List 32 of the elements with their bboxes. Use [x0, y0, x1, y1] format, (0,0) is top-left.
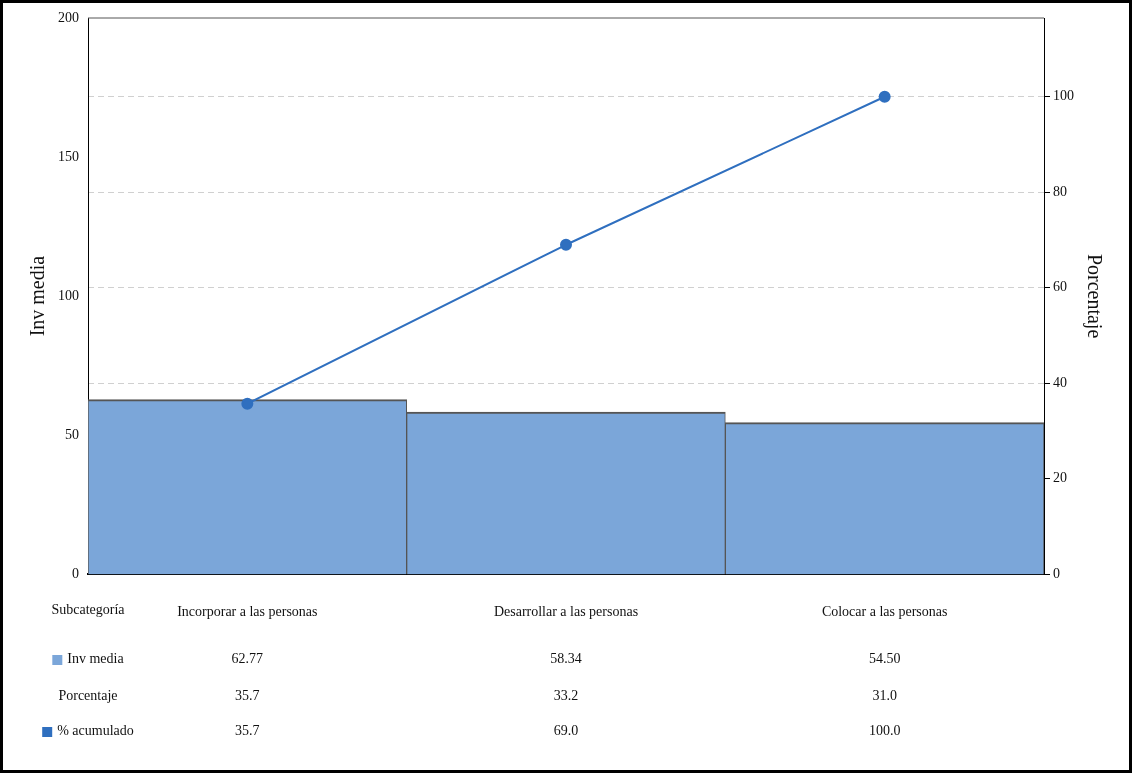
y-tick-label: 0 — [72, 565, 79, 581]
y-tick-label: 200 — [58, 9, 79, 25]
legend-label: Inv media — [67, 651, 124, 667]
x-tick-label: Incorporar a las personas — [177, 604, 318, 620]
y-tick-label: 50 — [65, 426, 79, 442]
point — [560, 238, 572, 251]
y2-tick-label: 40 — [1053, 374, 1067, 390]
y-axis-title: Inv media — [26, 255, 49, 337]
legend-label: % acumulado — [57, 723, 134, 739]
x-tick-label: Desarrollar a las personas — [493, 604, 639, 620]
y2-tick-label: 80 — [1053, 183, 1067, 199]
y2-tick-label: 60 — [1053, 279, 1067, 295]
x-axis-title: Subcategoría — [51, 602, 125, 618]
y2-tick-label: 0 — [1053, 565, 1060, 581]
data-label: 58.34 — [550, 651, 582, 668]
point — [241, 397, 254, 410]
data-label: 35.7 — [235, 723, 260, 740]
text: Porcentaje — [58, 688, 118, 704]
data-label: 54.50 — [868, 651, 901, 668]
text: 31.0 — [872, 688, 897, 705]
data-label: 69.0 — [553, 723, 579, 740]
y2-axis-title: Porcentaje — [1082, 253, 1106, 339]
point — [878, 90, 891, 103]
data-label: 100.0 — [868, 723, 901, 740]
data-label: 62.77 — [231, 651, 264, 668]
y-tick-label: 150 — [58, 148, 79, 164]
text: 35.7 — [235, 688, 260, 705]
y-tick-label: 100 — [58, 287, 79, 303]
y2-tick-label: 100 — [1053, 88, 1074, 104]
y2-tick-label: 20 — [1053, 470, 1067, 486]
text: 33.2 — [553, 688, 579, 705]
x-tick-label: Colocar a las personas — [821, 604, 948, 620]
